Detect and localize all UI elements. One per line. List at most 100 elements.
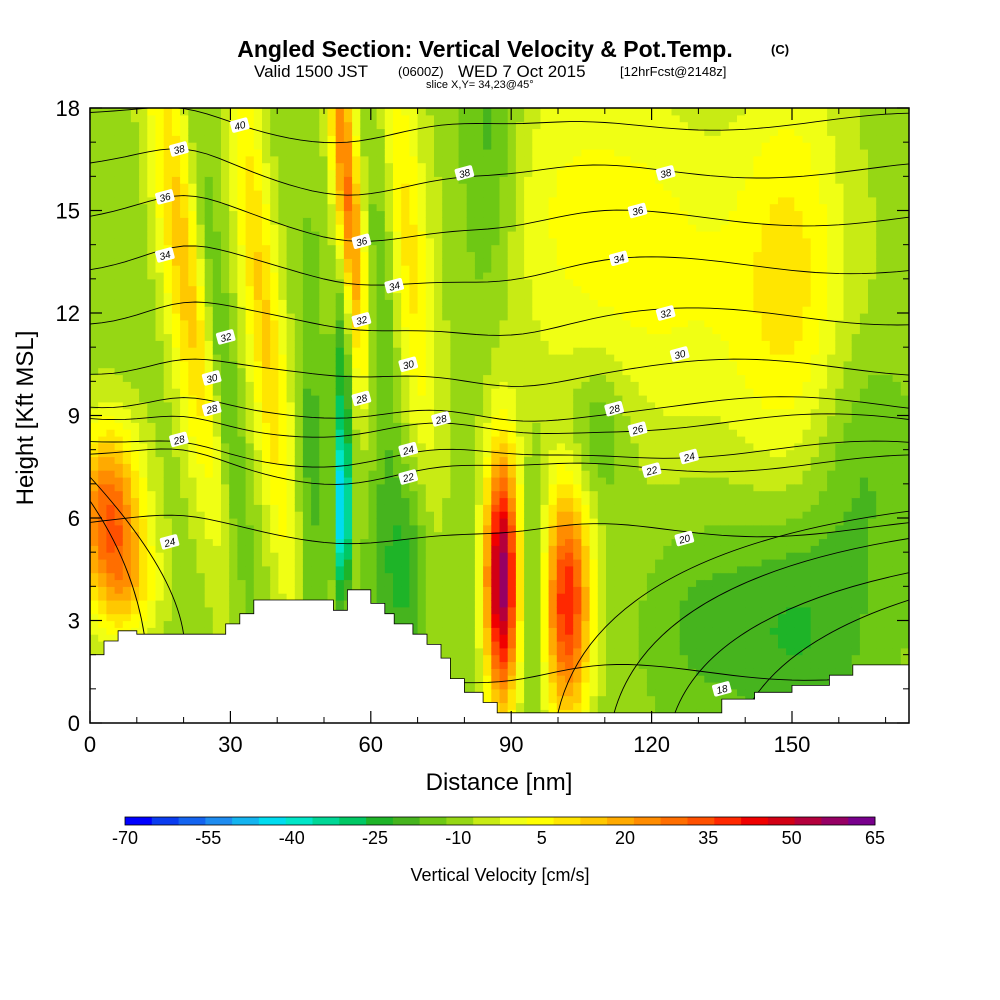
heatmap-cell bbox=[204, 531, 214, 540]
heatmap-cell bbox=[229, 326, 238, 335]
heatmap-cell bbox=[180, 531, 189, 540]
heatmap-cell bbox=[245, 381, 255, 389]
heatmap-cell bbox=[196, 299, 206, 307]
heatmap-cell bbox=[319, 483, 329, 492]
heatmap-cell bbox=[180, 306, 189, 314]
heatmap-cell bbox=[524, 176, 533, 184]
heatmap-cell bbox=[98, 600, 107, 608]
heatmap-cell bbox=[294, 449, 304, 458]
heatmap-cell bbox=[360, 415, 370, 423]
heatmap-cell bbox=[114, 203, 124, 212]
heatmap-cell bbox=[450, 142, 460, 150]
heatmap-cell bbox=[507, 641, 517, 649]
heatmap-cell bbox=[532, 524, 542, 533]
heatmap-cell bbox=[98, 367, 107, 376]
heatmap-cell bbox=[245, 217, 255, 225]
heatmap-cell bbox=[262, 326, 271, 335]
heatmap-cell bbox=[524, 326, 533, 335]
heatmap-cell bbox=[327, 388, 337, 396]
heatmap-cell bbox=[245, 272, 255, 280]
heatmap-cell bbox=[491, 319, 501, 328]
heatmap-cell bbox=[98, 333, 107, 341]
heatmap-cell bbox=[253, 347, 263, 355]
heatmap-cell bbox=[212, 162, 222, 171]
heatmap-cell bbox=[229, 449, 238, 458]
heatmap-cell bbox=[245, 258, 255, 266]
heatmap-cell bbox=[180, 210, 189, 218]
heatmap-cell bbox=[483, 395, 492, 403]
heatmap-cell bbox=[155, 367, 165, 376]
heatmap-cell bbox=[106, 401, 116, 410]
heatmap-cell bbox=[237, 559, 247, 567]
heatmap-cell bbox=[409, 183, 419, 191]
heatmap-cell bbox=[360, 278, 370, 287]
heatmap-cell bbox=[98, 326, 107, 335]
heatmap-cell bbox=[507, 511, 517, 519]
heatmap-cell bbox=[327, 442, 337, 451]
heatmap-cell bbox=[139, 511, 148, 519]
heatmap-cell bbox=[237, 518, 247, 526]
heatmap-cell bbox=[90, 456, 99, 464]
heatmap-cell bbox=[458, 559, 468, 567]
heatmap-cell bbox=[474, 634, 484, 642]
heatmap-cell bbox=[147, 490, 157, 499]
heatmap-cell bbox=[352, 449, 361, 458]
heatmap-cell bbox=[466, 183, 476, 191]
heatmap-cell bbox=[507, 531, 517, 540]
heatmap-cell bbox=[335, 552, 345, 560]
heatmap-cell bbox=[335, 511, 345, 519]
heatmap-cell bbox=[188, 319, 198, 328]
heatmap-cell bbox=[393, 388, 402, 396]
heatmap-cell bbox=[483, 354, 492, 362]
heatmap-cell bbox=[343, 456, 353, 464]
heatmap-cell bbox=[237, 265, 247, 273]
heatmap-cell bbox=[122, 504, 132, 512]
heatmap-cell bbox=[507, 415, 517, 423]
heatmap-cell bbox=[393, 518, 402, 526]
heatmap-cell bbox=[278, 347, 288, 355]
heatmap-cell bbox=[442, 367, 451, 376]
heatmap-cell bbox=[434, 381, 443, 389]
heatmap-cell bbox=[212, 565, 222, 574]
heatmap-cell bbox=[499, 668, 509, 676]
heatmap-cell bbox=[409, 142, 419, 150]
heatmap-cell bbox=[204, 244, 214, 253]
heatmap-cell bbox=[130, 190, 140, 198]
heatmap-cell bbox=[253, 237, 263, 246]
heatmap-cell bbox=[180, 183, 189, 191]
heatmap-cell bbox=[524, 613, 533, 622]
heatmap-cell bbox=[524, 682, 533, 690]
heatmap-cell bbox=[106, 333, 116, 341]
heatmap-cell bbox=[474, 244, 484, 253]
heatmap-cell bbox=[98, 278, 107, 287]
heatmap-cell bbox=[384, 436, 394, 444]
heatmap-cell bbox=[122, 265, 132, 273]
heatmap-cell bbox=[360, 347, 370, 355]
heatmap-cell bbox=[524, 538, 533, 546]
heatmap-cell bbox=[335, 210, 345, 218]
heatmap-cell bbox=[114, 504, 124, 512]
heatmap-cell bbox=[245, 231, 255, 239]
heatmap-cell bbox=[253, 340, 263, 348]
heatmap-cell bbox=[491, 436, 501, 444]
heatmap-cell bbox=[106, 538, 116, 546]
heatmap-cell bbox=[139, 203, 148, 212]
heatmap-cell bbox=[532, 641, 542, 649]
heatmap-cell bbox=[409, 299, 419, 307]
heatmap-cell bbox=[450, 572, 460, 581]
heatmap-cell bbox=[401, 319, 410, 328]
heatmap-cell bbox=[343, 490, 353, 499]
heatmap-cell bbox=[237, 292, 247, 300]
heatmap-cell bbox=[130, 347, 140, 355]
heatmap-cell bbox=[278, 169, 288, 177]
heatmap-cell bbox=[425, 149, 435, 157]
heatmap-cell bbox=[499, 333, 509, 341]
heatmap-cell bbox=[499, 128, 509, 136]
heatmap-cell bbox=[114, 374, 124, 382]
heatmap-cell bbox=[458, 251, 468, 259]
heatmap-cell bbox=[499, 313, 509, 321]
heatmap-cell bbox=[442, 347, 451, 355]
heatmap-cell bbox=[155, 142, 165, 150]
heatmap-cell bbox=[139, 436, 148, 444]
heatmap-cell bbox=[434, 565, 443, 574]
